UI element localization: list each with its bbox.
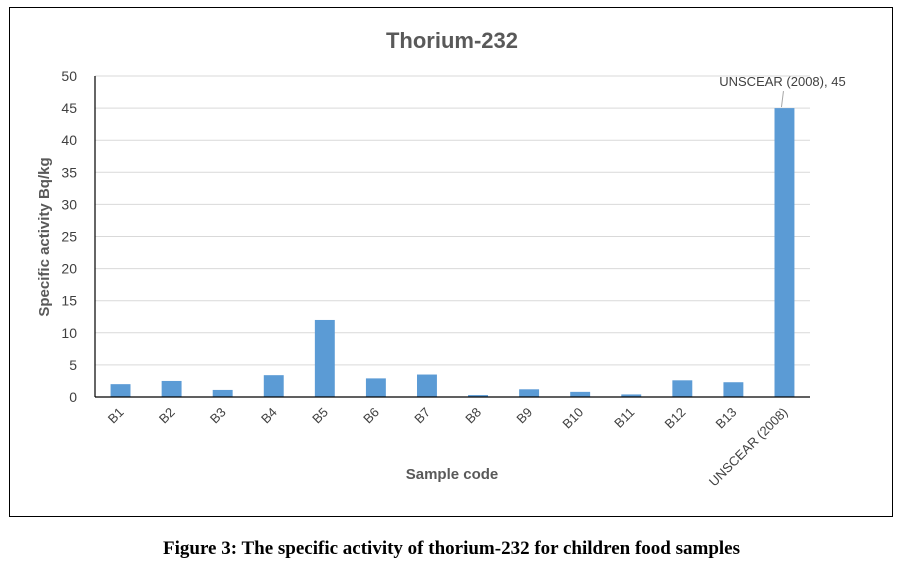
annotation-label: UNSCEAR (2008), 45 xyxy=(719,74,845,89)
bar xyxy=(365,378,386,397)
x-tick-label: B12 xyxy=(661,405,688,432)
y-tick-label: 35 xyxy=(61,164,77,180)
x-tick-label: B2 xyxy=(156,405,178,427)
y-axis-title: Specific activity Bq/kg xyxy=(36,157,53,316)
bar xyxy=(314,319,335,397)
bar xyxy=(672,380,693,397)
x-tick-label: B9 xyxy=(513,405,535,427)
y-tick-label: 20 xyxy=(61,261,77,277)
x-axis-title: Sample code xyxy=(406,466,499,483)
bars xyxy=(110,108,795,397)
x-tick-label: B11 xyxy=(611,405,637,431)
bar xyxy=(263,375,284,397)
y-tick-label: 0 xyxy=(69,389,77,405)
bar xyxy=(621,394,642,397)
x-tick-label: B8 xyxy=(462,405,484,427)
y-tick-label: 5 xyxy=(69,357,77,373)
x-tick-label: B13 xyxy=(713,405,740,432)
y-tick-label: 25 xyxy=(61,229,77,245)
figure-caption: Figure 3: The specific activity of thori… xyxy=(163,538,740,559)
x-tick-label: B5 xyxy=(309,405,331,427)
x-tick-label: B4 xyxy=(258,405,280,427)
x-tick-label: B10 xyxy=(559,405,586,432)
x-tick-label: B3 xyxy=(207,405,229,427)
bar xyxy=(212,389,233,397)
bar xyxy=(723,382,744,397)
y-tick-label: 50 xyxy=(61,68,77,84)
bar xyxy=(110,384,131,397)
y-tick-label: 30 xyxy=(61,196,77,212)
x-tick-label: B6 xyxy=(360,405,382,427)
gridlines xyxy=(95,75,810,366)
x-tick-label: B1 xyxy=(105,405,127,427)
y-tick-label: 45 xyxy=(61,100,77,116)
chart-frame xyxy=(9,7,893,517)
y-axis-ticks: 0 5 10 15 20 25 30 35 40 45 50 xyxy=(61,68,77,405)
bar xyxy=(468,395,488,397)
chart: Thorium-232 0 5 10 15 20 25 30 35 40 45 50 B1 B2 B3 B… xyxy=(36,28,846,489)
y-tick-label: 10 xyxy=(61,325,77,341)
annotation-leader-line xyxy=(780,91,784,108)
bar xyxy=(161,380,182,397)
y-tick-label: 15 xyxy=(61,293,77,309)
chart-title: Thorium-232 xyxy=(386,28,518,53)
y-tick-label: 40 xyxy=(61,132,77,148)
x-tick-label: B7 xyxy=(411,405,433,427)
bar xyxy=(774,108,795,397)
bar xyxy=(519,389,540,397)
bar xyxy=(417,374,437,397)
bar xyxy=(570,391,591,397)
